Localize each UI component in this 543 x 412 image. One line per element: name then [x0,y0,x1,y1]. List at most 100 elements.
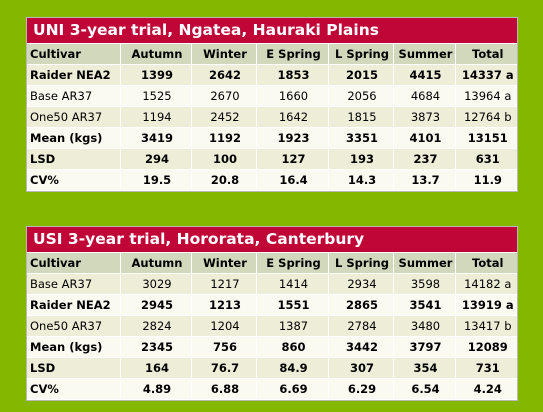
table-cell: One50 AR37 [27,106,121,128]
table-cell: Base AR37 [27,85,121,107]
table-cell: LSD [27,148,121,170]
table-cell: 3541 [393,294,456,316]
column-header: Winter [191,253,257,274]
table-cell: 6.88 [191,378,257,400]
column-header: Total [455,44,517,65]
table-cell: 3598 [393,273,456,295]
column-header: Total [455,253,517,274]
table-cell: Mean (kgs) [27,336,121,358]
table-cell: CV% [27,169,121,191]
table-cell: 11.9 [455,169,517,191]
table-row: LSD 294 100 127 193 237 631 [27,148,517,170]
table-header-row: Cultivar Autumn Winter E Spring L Spring… [27,44,517,65]
table-row: LSD 164 76.7 84.9 307 354 731 [27,357,517,379]
table-cell: 756 [191,336,257,358]
table-cell: 731 [455,357,517,379]
table-cell: CV% [27,378,121,400]
column-header: L Spring [328,253,394,274]
table-cell: 14337 a [455,64,517,86]
table-cell: 3442 [328,336,394,358]
table-cell: 1217 [191,273,257,295]
trial-table-panel: UNI 3-year trial, Ngatea, Hauraki Plains… [26,17,518,192]
table-cell: 1194 [120,106,192,128]
table-cell: 1525 [120,85,192,107]
table-cell: 12089 [455,336,517,358]
table-cell: 2642 [191,64,257,86]
table-cell: 84.9 [256,357,329,379]
table-cell: 4684 [393,85,456,107]
table-cell: 13.7 [393,169,456,191]
table-cell: 4415 [393,64,456,86]
column-header: Cultivar [27,44,121,65]
table-cell: 14.3 [328,169,394,191]
table-cell: 20.8 [191,169,257,191]
table-cell: 2945 [120,294,192,316]
column-header: Summer [393,44,456,65]
table-cell: 14182 a [455,273,517,295]
table-cell: 3419 [120,127,192,149]
table-cell: 76.7 [191,357,257,379]
table-cell: 19.5 [120,169,192,191]
table-row: One50 AR37 2824 1204 1387 2784 3480 1341… [27,315,517,337]
table-cell: Raider NEA2 [27,294,121,316]
column-header: E Spring [256,44,329,65]
table-cell: 2934 [328,273,394,295]
table-row: Raider NEA2 1399 2642 1853 2015 4415 143… [27,64,517,86]
table-cell: 860 [256,336,329,358]
table-cell: 1660 [256,85,329,107]
table-cell: 1399 [120,64,192,86]
column-header: E Spring [256,253,329,274]
table-row: Raider NEA2 2945 1213 1551 2865 3541 139… [27,294,517,316]
column-header: Summer [393,253,456,274]
table-cell: 307 [328,357,394,379]
table-cell: 3873 [393,106,456,128]
table-cell: 164 [120,357,192,379]
table-cell: 4.89 [120,378,192,400]
table-cell: One50 AR37 [27,315,121,337]
table-cell: 4101 [393,127,456,149]
table-cell: 13919 a [455,294,517,316]
table-cell: 2784 [328,315,394,337]
table-row: One50 AR37 1194 2452 1642 1815 3873 1276… [27,106,517,128]
table-row: Mean (kgs) 2345 756 860 3442 3797 12089 [27,336,517,358]
table-cell: 1414 [256,273,329,295]
table-cell: 100 [191,148,257,170]
table-cell: 3029 [120,273,192,295]
table-cell: 2015 [328,64,394,86]
table-cell: 2345 [120,336,192,358]
table-cell: Base AR37 [27,273,121,295]
column-header: Cultivar [27,253,121,274]
table-cell: 1551 [256,294,329,316]
table-cell: 16.4 [256,169,329,191]
table-cell: Raider NEA2 [27,64,121,86]
table-cell: 1853 [256,64,329,86]
table-title: USI 3-year trial, Hororata, Canterbury [27,227,517,253]
table-cell: 1642 [256,106,329,128]
table-cell: 4.24 [455,378,517,400]
table-cell: 237 [393,148,456,170]
table-row: Base AR37 1525 2670 1660 2056 4684 13964… [27,85,517,107]
results-table: Cultivar Autumn Winter E Spring L Spring… [27,253,517,400]
table-row: Mean (kgs) 3419 1192 1923 3351 4101 1315… [27,127,517,149]
table-row: CV% 4.89 6.88 6.69 6.29 6.54 4.24 [27,378,517,400]
table-cell: 1387 [256,315,329,337]
table-cell: 1923 [256,127,329,149]
column-header: Autumn [120,44,192,65]
results-table: Cultivar Autumn Winter E Spring L Spring… [27,44,517,191]
table-header-row: Cultivar Autumn Winter E Spring L Spring… [27,253,517,274]
table-cell: 1213 [191,294,257,316]
table-cell: 1815 [328,106,394,128]
column-header: L Spring [328,44,394,65]
trial-table-panel: USI 3-year trial, Hororata, Canterbury C… [26,226,518,401]
table-cell: 13151 [455,127,517,149]
table-row: Base AR37 3029 1217 1414 2934 3598 14182… [27,273,517,295]
table-cell: 1192 [191,127,257,149]
table-cell: 1204 [191,315,257,337]
table-cell: 6.29 [328,378,394,400]
table-cell: Mean (kgs) [27,127,121,149]
table-title: UNI 3-year trial, Ngatea, Hauraki Plains [27,18,517,44]
table-cell: 127 [256,148,329,170]
table-cell: 193 [328,148,394,170]
table-cell: 354 [393,357,456,379]
table-cell: 294 [120,148,192,170]
